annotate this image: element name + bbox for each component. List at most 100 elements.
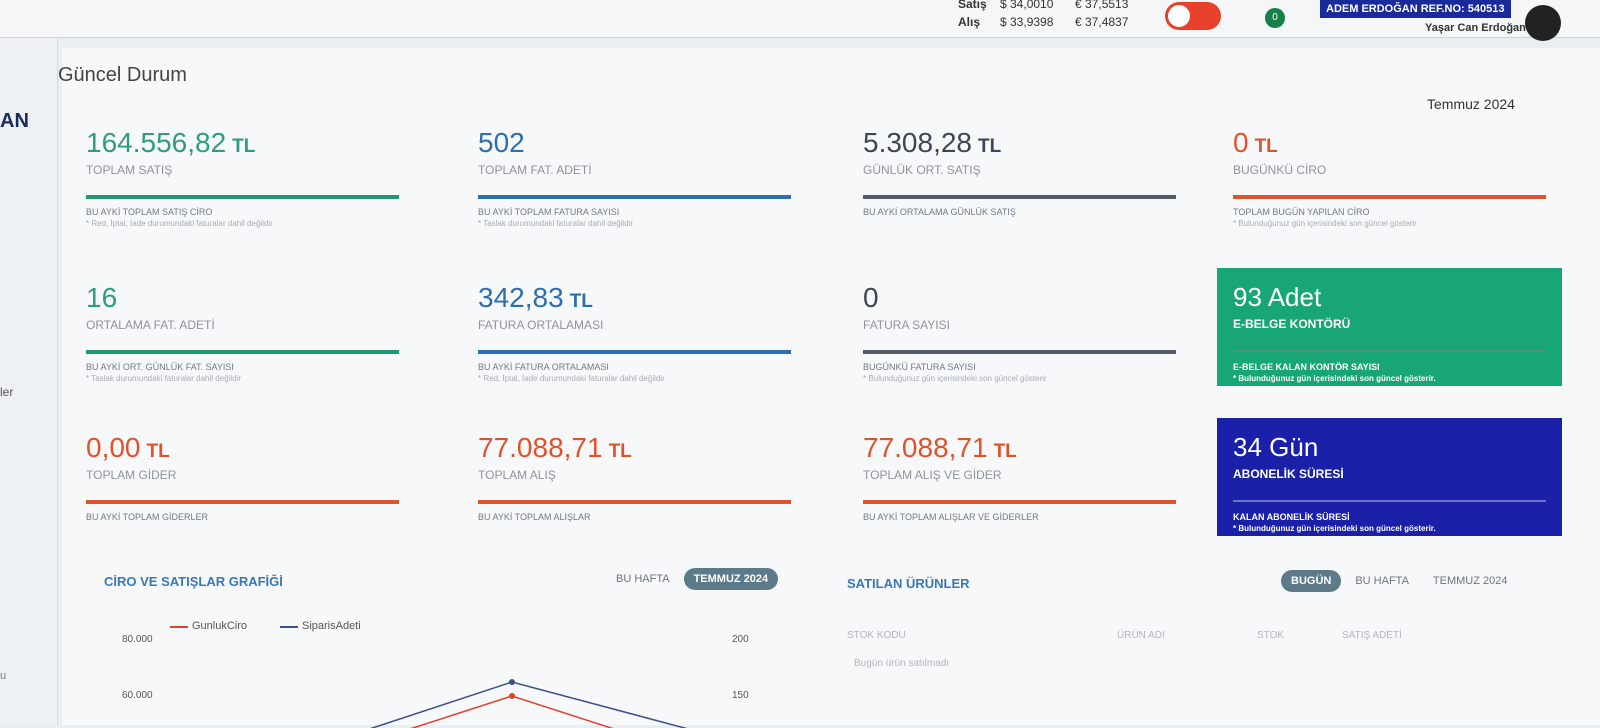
stat-card: 342,83 TL FATURA ORTALAMASI BU AYKİ FATURA … <box>462 268 807 393</box>
point <box>509 693 515 699</box>
stat-label: ABONELİK SÜRESİ <box>1233 467 1344 481</box>
sidebar-item[interactable]: u <box>0 670 7 682</box>
stat-value: 77.088,71 TL <box>478 432 791 464</box>
sales-eur: € 37,5513 <box>1075 0 1129 11</box>
stat-card: 93 Adet E-BELGE KONTÖRÜ E-BELGE KALAN KONT… <box>1217 268 1562 386</box>
stat-number: 5.308,28 <box>863 127 972 158</box>
stat-sub: BUGÜNKÜ FATURA SAYISI <box>863 362 976 372</box>
stat-unit: TL <box>993 441 1017 462</box>
stat-sub: BU AYKİ FATURA ORTALAMASI <box>478 362 609 372</box>
stat-number: 77.088,71 <box>478 432 603 463</box>
stat-bar <box>86 350 399 354</box>
chart <box>369 679 688 728</box>
stat-bar <box>863 195 1176 199</box>
stat-note: * Red, İptal, İade durumundaki faturalar… <box>86 219 273 228</box>
stat-bar <box>86 195 399 199</box>
stat-sub: BU AYKİ TOPLAM ALIŞLAR VE GİDERLER <box>863 512 1039 522</box>
stat-sub: KALAN ABONELİK SÜRESİ <box>1233 512 1350 522</box>
y2-tick-label: 150 <box>732 690 749 701</box>
products-panel: SATILAN ÜRÜNLER BUGÜN BU HAFTA TEMMUZ 2024… <box>837 558 1537 728</box>
legend-swatch <box>280 626 298 628</box>
stat-bar <box>86 500 399 504</box>
stat-label: GÜNLÜK ORT. SATIŞ <box>863 163 981 177</box>
stat-card: 77.088,71 TL TOPLAM ALIŞ BU AYKİ TOPLAM ALI… <box>462 418 807 543</box>
stat-note: * Taslak durumundaki faturalar dahil değ… <box>478 219 634 228</box>
stat-card: 0 FATURA SAYISI BUGÜNKÜ FATURA SAYISI * Bul… <box>847 268 1192 393</box>
stat-sub: BU AYKİ TOPLAM FATURA SAYISI <box>478 207 620 217</box>
sales-usd: $ 34,0010 <box>1000 0 1054 11</box>
stat-card: 77.088,71 TL TOPLAM ALIŞ VE GİDER BU AYKİ T… <box>847 418 1192 543</box>
tab[interactable]: BU HAFTA <box>616 573 670 585</box>
stat-number: 0,00 <box>86 432 141 463</box>
stat-label: TOPLAM SATIŞ <box>86 163 173 177</box>
tab[interactable]: TEMMUZ 2024 <box>683 568 779 590</box>
stat-note: * Red, İptal, İade durumundaki faturalar… <box>478 374 665 383</box>
stat-label: FATURA ORTALAMASI <box>478 318 604 332</box>
stat-number: 77.088,71 <box>863 432 988 463</box>
stat-label: BUGÜNKÜ CİRO <box>1233 163 1327 177</box>
stat-value: 5.308,28 TL <box>863 127 1176 159</box>
stat-unit: TL <box>232 136 256 157</box>
stat-value: 342,83 TL <box>478 282 791 314</box>
stat-card: 502 TOPLAM FAT. ADETİ BU AYKİ TOPLAM FATUR… <box>462 113 807 238</box>
stat-number: 0 <box>863 282 879 313</box>
stat-number: 502 <box>478 127 525 158</box>
stat-card: 34 Gün ABONELİK SÜRESİ KALAN ABONELİK SÜRE… <box>1217 418 1562 536</box>
stat-label: TOPLAM ALIŞ VE GİDER <box>863 468 1002 482</box>
stat-value: 77.088,71 TL <box>863 432 1176 464</box>
stat-label: E-BELGE KONTÖRÜ <box>1233 317 1351 331</box>
stat-value: 0,00 TL <box>86 432 399 464</box>
avatar[interactable] <box>1525 5 1561 41</box>
stat-value: 93 Adet <box>1233 282 1546 313</box>
content: Güncel Durum Temmuz 2024 164.556,82 TL TOP… <box>58 48 1600 728</box>
stat-label: TOPLAM ALIŞ <box>478 468 556 482</box>
stat-card: 5.308,28 TL GÜNLÜK ORT. SATIŞ BU AYKİ ORTAL… <box>847 113 1192 238</box>
stat-number: 0 <box>1233 127 1249 158</box>
legend-swatch <box>170 626 188 628</box>
stat-card: 164.556,82 TL TOPLAM SATIŞ BU AYKİ TOPLAM S… <box>70 113 415 238</box>
tab[interactable]: BU HAFTA <box>1355 575 1409 587</box>
stat-value: 16 <box>86 282 399 314</box>
stat-value: 502 <box>478 127 791 159</box>
legend-label[interactable]: SiparisAdeti <box>302 620 361 632</box>
page-title: Güncel Durum <box>58 64 187 86</box>
sidebar-item[interactable]: AN <box>0 110 29 132</box>
stat-sub: E-BELGE KALAN KONTÖR SAYISI <box>1233 362 1380 372</box>
ref-label: ADEM ERDOĞAN REF.NO: 540513 <box>1320 0 1511 18</box>
stat-note: * Bulunduğunuz gün içerisindeki son günc… <box>1233 524 1436 533</box>
tabs: BUGÜN BU HAFTA TEMMUZ 2024 <box>1277 570 1518 592</box>
stat-unit: TL <box>978 136 1002 157</box>
point <box>509 679 515 685</box>
stat-unit: TL <box>146 441 170 462</box>
tab[interactable]: TEMMUZ 2024 <box>1432 575 1508 587</box>
buy-label: Alış <box>958 15 981 29</box>
stat-bar <box>1233 500 1546 502</box>
stat-card: 0 TL BUGÜNKÜ CİRO TOPLAM BUGÜN YAPILAN CİRO… <box>1217 113 1562 238</box>
buy-usd: $ 33,9398 <box>1000 15 1054 29</box>
chart-panel: CİRO VE SATIŞLAR GRAFİĞİ BU HAFTA TEMMUZ … <box>82 558 802 728</box>
stat-number: 164.556,82 <box>86 127 227 158</box>
stat-bar <box>1233 195 1546 199</box>
legend-label[interactable]: GunlukCiro <box>192 620 248 632</box>
toggle[interactable] <box>1165 2 1221 30</box>
stat-bar <box>478 350 791 354</box>
mail-badge[interactable]: 0 <box>1265 8 1285 28</box>
stat-value: 164.556,82 TL <box>86 127 399 159</box>
stat-card: 0,00 TL TOPLAM GİDER BU AYKİ TOPLAM GİDERLE… <box>70 418 415 543</box>
stat-sub: BU AYKİ TOPLAM GİDERLER <box>86 512 209 522</box>
stat-sub: BU AYKİ ORT. GÜNLÜK FAT. SAYISI <box>86 362 234 372</box>
user-name[interactable]: Yaşar Can Erdoğan <box>1425 22 1526 34</box>
column-header: STOK <box>1257 630 1285 641</box>
stat-value: 0 <box>863 282 1176 314</box>
stat-number: 16 <box>86 282 118 313</box>
stat-value: 34 Gün <box>1233 432 1546 463</box>
empty-message: Bugün ürün satılmadı <box>854 658 950 669</box>
stat-label: TOPLAM FAT. ADETİ <box>478 163 592 177</box>
column-header: ÜRÜN ADI <box>1117 630 1165 641</box>
sidebar-item[interactable]: ler <box>0 385 14 399</box>
period[interactable]: Temmuz 2024 <box>1427 96 1515 112</box>
y2-tick-label: 200 <box>732 634 749 645</box>
stat-label: TOPLAM GİDER <box>86 468 177 482</box>
column-header: SATIŞ ADETİ <box>1342 630 1402 641</box>
tab[interactable]: BUGÜN <box>1281 570 1342 592</box>
